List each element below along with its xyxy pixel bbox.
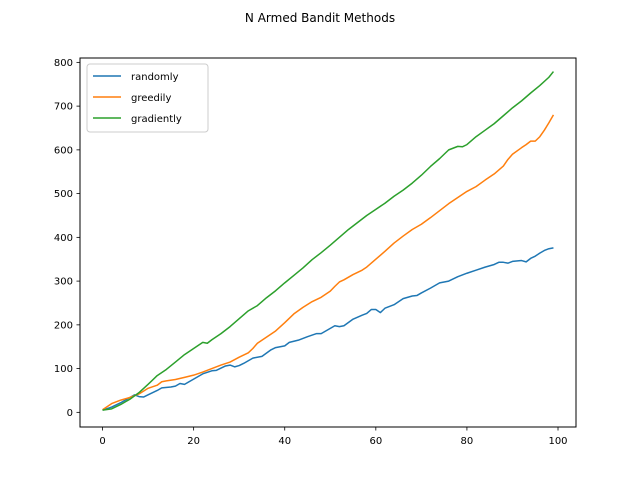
x-tick-label: 60 <box>369 436 382 447</box>
x-tick-label: 20 <box>187 436 200 447</box>
legend: randomly greedily gradiently <box>86 63 209 133</box>
legend-box <box>86 63 209 133</box>
chart-title: N Armed Bandit Methods <box>245 11 395 25</box>
series-line-gradiently <box>102 71 555 411</box>
y-tick-label: 600 <box>54 145 73 156</box>
axes-frame <box>79 57 577 428</box>
y-tick-label: 400 <box>54 233 73 244</box>
y-axis: 0 100 200 300 400 500 600 700 800 <box>54 58 80 419</box>
y-tick-label: 200 <box>54 320 73 331</box>
legend-label-randomly: randomly <box>131 72 179 83</box>
x-tick-label: 100 <box>548 436 567 447</box>
x-tick-label: 40 <box>278 436 291 447</box>
series-line-randomly <box>102 247 554 411</box>
y-tick-label: 500 <box>54 189 73 200</box>
plot-area <box>79 57 577 428</box>
legend-label-gradiently: gradiently <box>131 114 182 125</box>
x-axis: 0 20 40 60 80 100 <box>99 427 568 447</box>
x-tick-label: 80 <box>461 436 474 447</box>
y-tick-label: 300 <box>54 277 73 288</box>
y-tick-label: 100 <box>54 364 73 375</box>
y-tick-label: 800 <box>54 58 73 69</box>
series-line-greedily <box>102 114 555 411</box>
series-group <box>102 71 555 411</box>
y-tick-label: 700 <box>54 102 73 113</box>
legend-label-greedily: greedily <box>131 93 171 104</box>
x-tick-label: 0 <box>99 436 105 447</box>
y-tick-label: 0 <box>67 408 73 419</box>
